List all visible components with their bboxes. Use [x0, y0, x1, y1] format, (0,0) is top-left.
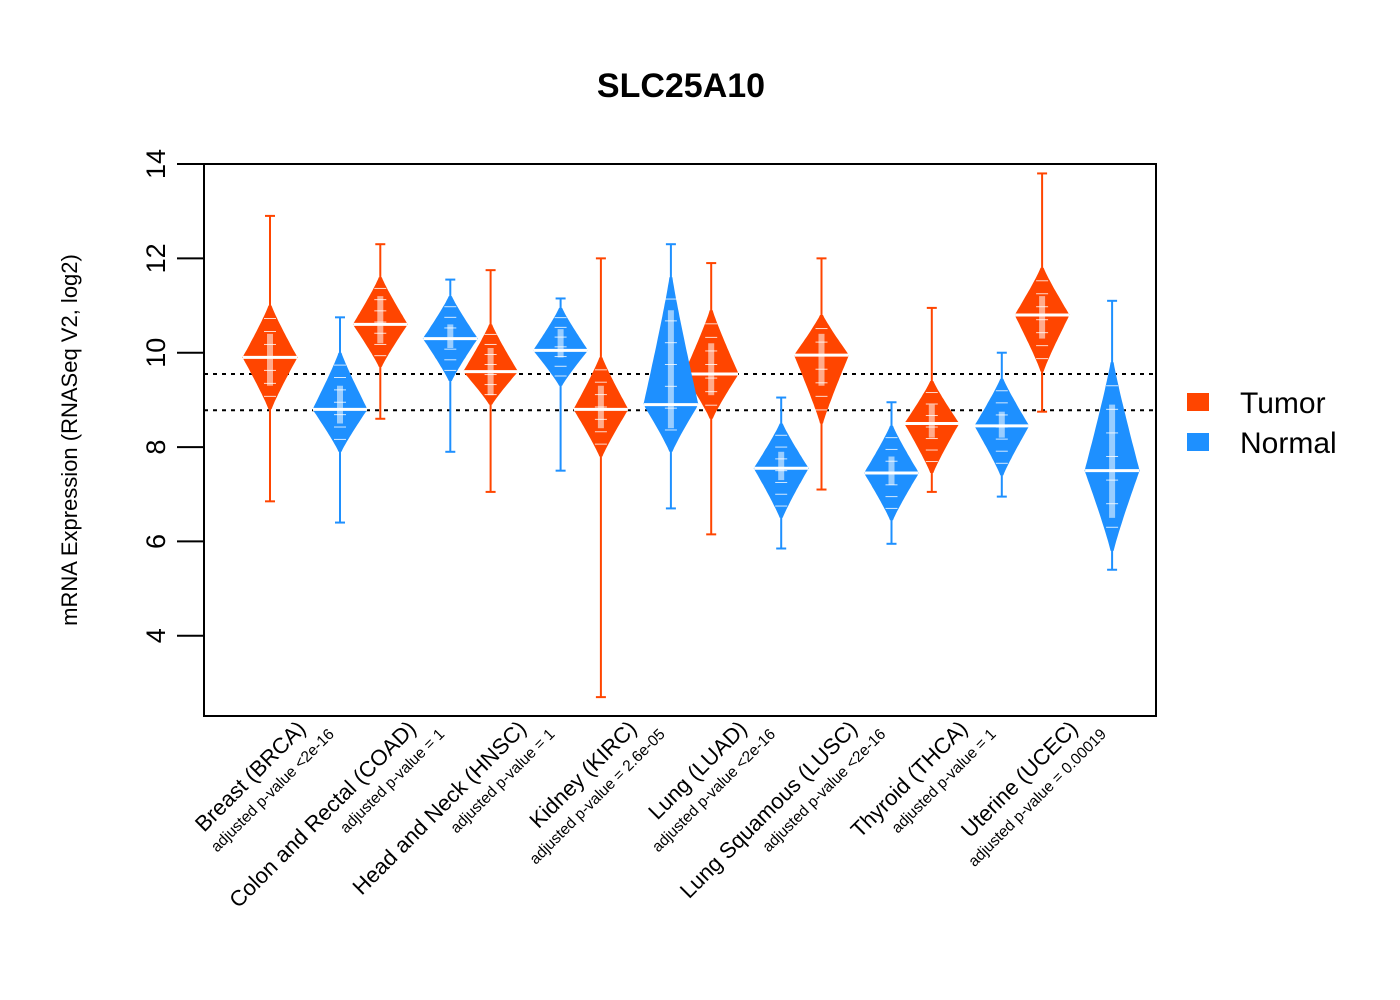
y-axis: 4 6 8 10 12 14	[141, 149, 204, 643]
legend-swatch-normal	[1187, 433, 1209, 451]
violin-iqr	[337, 385, 343, 424]
violin-iqr	[1039, 296, 1046, 339]
violin-tumor-4	[684, 262, 739, 536]
violin-iqr	[928, 404, 935, 438]
violin-normal-0	[312, 316, 368, 524]
violin-tumor-1	[352, 243, 408, 420]
legend-label-normal: Normal	[1240, 427, 1337, 460]
violin-normal-5	[864, 401, 919, 545]
y-axis-label: mRNA Expression (RNASeq V2, log2)	[57, 254, 82, 626]
y-tick-label: 8	[141, 440, 171, 455]
violin-iqr	[888, 456, 895, 485]
violin-normal-4	[753, 396, 809, 550]
violin-normal-6	[974, 351, 1029, 498]
violin-iqr	[1109, 404, 1116, 518]
violin-iqr	[708, 343, 715, 396]
violin-iqr	[667, 310, 674, 429]
y-tick-label: 12	[141, 243, 171, 273]
legend: Tumor Normal	[1187, 387, 1337, 460]
y-tick-label: 6	[141, 534, 171, 549]
violin-normal-2	[533, 297, 588, 472]
violin-normal-1	[422, 278, 478, 453]
violin-tumor-0	[242, 214, 298, 503]
legend-label-tumor: Tumor	[1240, 387, 1326, 420]
violin-tumor-5	[794, 257, 849, 491]
violin-tumor-3	[573, 257, 629, 699]
plot-frame	[203, 163, 1157, 717]
legend-swatch-tumor	[1187, 393, 1209, 411]
violin-iqr	[818, 333, 825, 386]
category-labels: Breast (BRCA)adjusted p-value <2e-16Colo…	[190, 716, 1110, 913]
y-tick-label: 10	[141, 338, 171, 368]
violin-tumor-6	[904, 306, 959, 493]
violin-iqr	[377, 296, 384, 344]
violin-groups	[242, 172, 1140, 699]
violin-iqr	[447, 324, 454, 348]
y-tick-label: 4	[141, 628, 171, 643]
violin-iqr	[557, 329, 564, 358]
y-tick-label: 14	[141, 149, 171, 179]
violin-tumor-2	[463, 269, 518, 493]
violin-normal-7	[1084, 299, 1140, 571]
violin-iqr	[267, 333, 273, 386]
chart-title: SLC25A10	[597, 67, 765, 105]
violin-tumor-7	[1014, 172, 1070, 413]
violin-normal-3	[643, 243, 699, 510]
violin-iqr	[778, 451, 785, 481]
